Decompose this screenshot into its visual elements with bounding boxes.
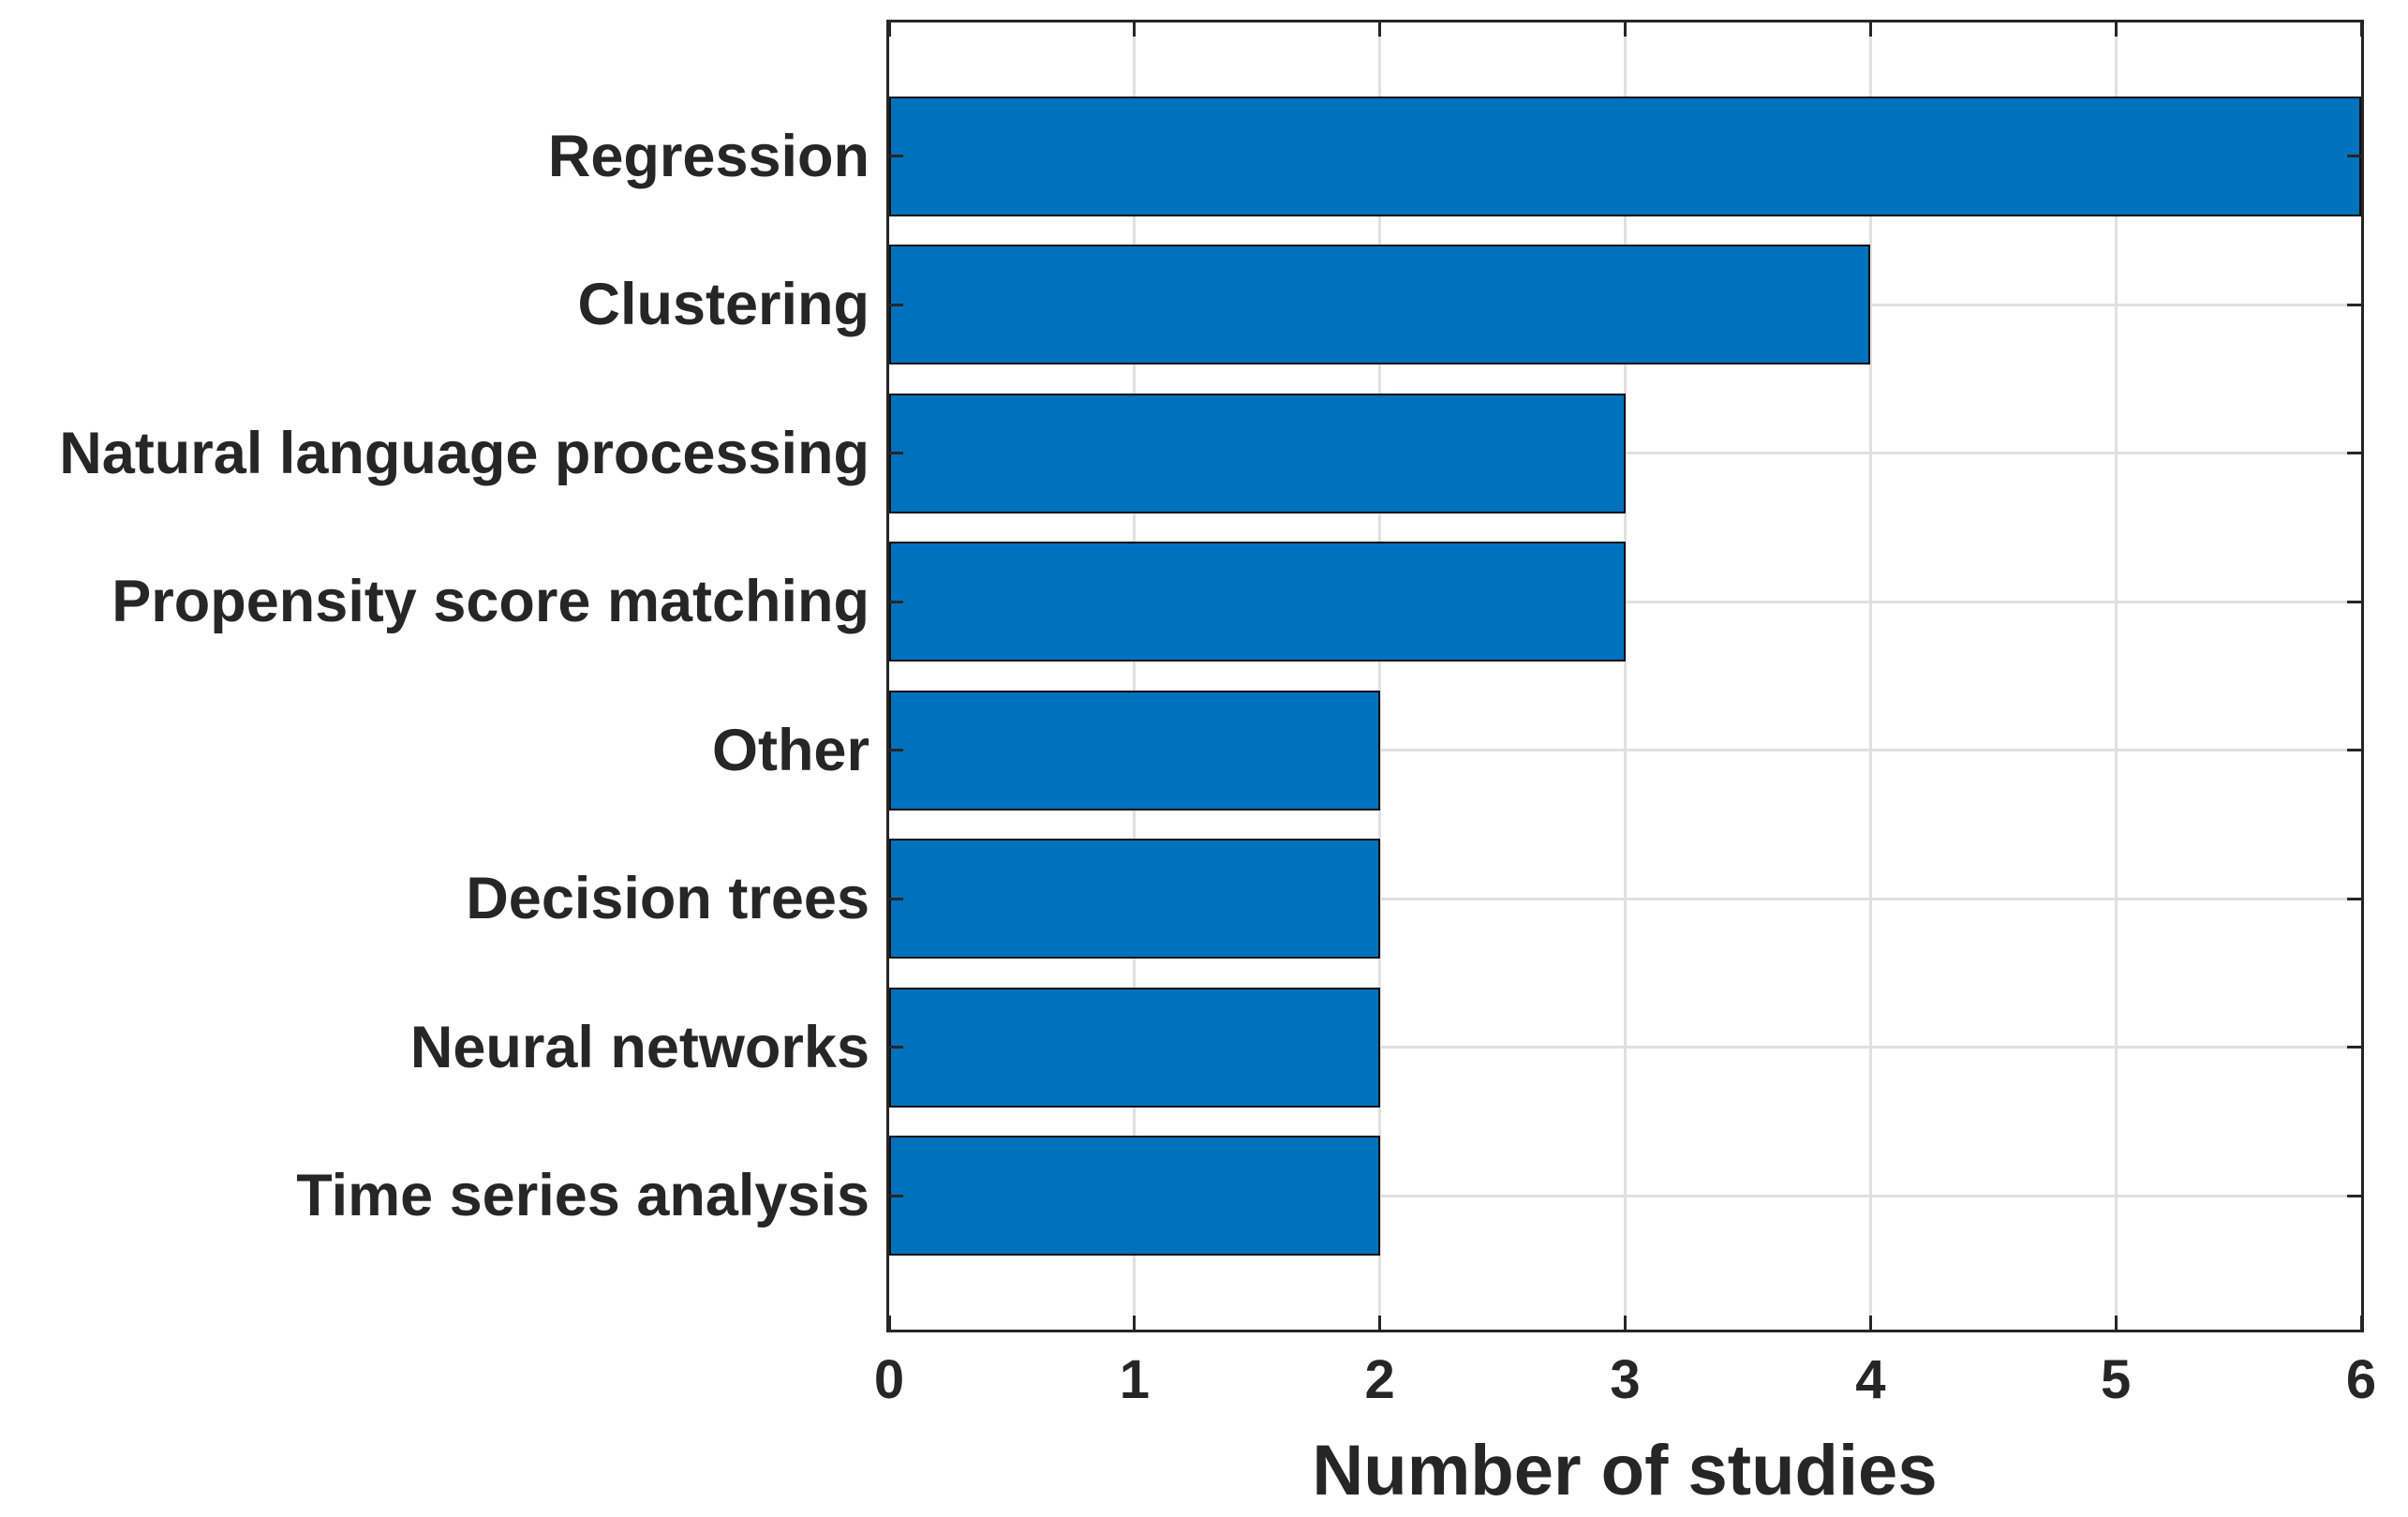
x-tick-label: 4 <box>1855 1349 1886 1410</box>
x-tick-label: 2 <box>1364 1349 1395 1410</box>
x-tick-label: 5 <box>2101 1349 2132 1410</box>
x-tick-bottom <box>1133 1316 1137 1330</box>
bar <box>889 987 1380 1108</box>
x-tick-label: 0 <box>873 1349 905 1410</box>
bar <box>889 1136 1380 1257</box>
category-label: Other <box>711 717 870 783</box>
x-tick-bottom <box>1624 1316 1627 1330</box>
bar <box>889 542 1626 662</box>
y-tick-left <box>889 897 903 900</box>
y-tick-right <box>2347 1046 2361 1049</box>
y-tick-left <box>889 600 903 603</box>
y-gridline <box>889 1194 2361 1197</box>
bar <box>889 245 1871 365</box>
category-label: Time series analysis <box>296 1163 870 1229</box>
y-tick-left <box>889 749 903 752</box>
x-tick-bottom <box>887 1316 891 1330</box>
x-tick-bottom <box>2114 1316 2118 1330</box>
x-tick-top <box>1378 22 1382 37</box>
x-tick-label: 1 <box>1119 1349 1150 1410</box>
bar <box>889 690 1380 811</box>
x-tick-label: 6 <box>2345 1349 2377 1410</box>
x-gridline <box>1624 22 1627 1330</box>
category-label: Propensity score matching <box>111 569 870 635</box>
category-label: Regression <box>547 123 870 189</box>
category-label: Natural language processing <box>59 420 870 486</box>
y-tick-right <box>2347 1194 2361 1197</box>
x-tick-top <box>2359 22 2363 37</box>
y-tick-right <box>2347 303 2361 306</box>
plot-area <box>886 20 2364 1332</box>
y-tick-right <box>2347 600 2361 603</box>
y-gridline <box>889 1046 2361 1049</box>
x-tick-label: 3 <box>1610 1349 1641 1410</box>
bar <box>889 393 1626 513</box>
y-gridline <box>889 452 2361 455</box>
x-tick-bottom <box>2359 1316 2363 1330</box>
y-tick-left <box>889 1194 903 1197</box>
category-label: Clustering <box>577 272 870 338</box>
y-tick-right <box>2347 749 2361 752</box>
x-tick-top <box>887 22 891 37</box>
x-axis-title: Number of studies <box>1312 1431 1938 1510</box>
bar <box>889 96 2361 216</box>
category-label: Neural networks <box>409 1014 870 1080</box>
y-tick-left <box>889 1046 903 1049</box>
x-gridline <box>1378 22 1382 1330</box>
y-tick-right <box>2347 452 2361 455</box>
x-tick-top <box>1133 22 1137 37</box>
y-gridline <box>889 600 2361 603</box>
x-gridline <box>1133 22 1137 1330</box>
x-tick-top <box>1868 22 1872 37</box>
x-tick-bottom <box>1868 1316 1872 1330</box>
x-gridline <box>1868 22 1872 1330</box>
y-gridline <box>889 749 2361 752</box>
x-tick-top <box>1624 22 1627 37</box>
y-tick-left <box>889 155 903 157</box>
y-tick-right <box>2347 155 2361 157</box>
y-tick-left <box>889 452 903 455</box>
x-gridline <box>2114 22 2118 1330</box>
bar <box>889 839 1380 959</box>
category-label: Decision trees <box>466 866 870 932</box>
y-gridline <box>889 897 2361 900</box>
y-tick-right <box>2347 897 2361 900</box>
x-tick-bottom <box>1378 1316 1382 1330</box>
x-tick-top <box>2114 22 2118 37</box>
y-tick-left <box>889 303 903 306</box>
